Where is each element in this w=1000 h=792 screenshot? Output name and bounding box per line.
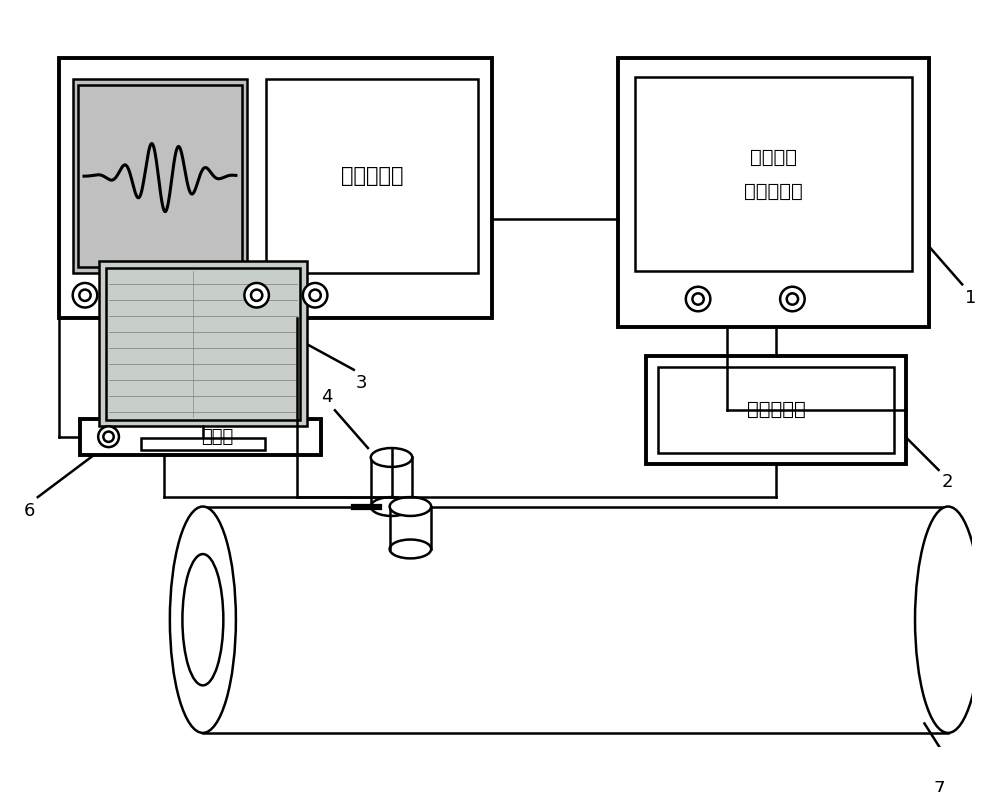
- Text: 7: 7: [934, 780, 945, 792]
- Circle shape: [780, 287, 805, 311]
- Bar: [266, 79, 478, 272]
- Ellipse shape: [371, 448, 412, 467]
- Circle shape: [787, 293, 798, 305]
- Text: 2: 2: [941, 473, 953, 491]
- Circle shape: [244, 283, 269, 307]
- Circle shape: [79, 290, 91, 301]
- Circle shape: [98, 426, 119, 447]
- Circle shape: [73, 283, 97, 307]
- Circle shape: [692, 293, 704, 305]
- Text: 5: 5: [393, 539, 405, 558]
- Circle shape: [686, 287, 710, 311]
- Circle shape: [303, 283, 327, 307]
- Bar: [141, 438, 265, 450]
- Ellipse shape: [170, 507, 236, 733]
- Circle shape: [309, 290, 321, 301]
- Circle shape: [103, 432, 114, 442]
- Bar: [59, 59, 492, 318]
- Text: 1: 1: [965, 289, 976, 307]
- Bar: [80, 419, 321, 455]
- Text: 3: 3: [356, 375, 367, 393]
- Bar: [78, 85, 242, 267]
- Bar: [73, 79, 247, 272]
- Text: 任意函数
信号发生器: 任意函数 信号发生器: [744, 147, 803, 200]
- Text: 计算机: 计算机: [201, 428, 234, 446]
- Text: 6: 6: [24, 502, 35, 520]
- Bar: [157, 282, 189, 310]
- Bar: [658, 367, 894, 453]
- Ellipse shape: [390, 497, 431, 516]
- Text: 数字示波器: 数字示波器: [341, 166, 403, 186]
- Ellipse shape: [390, 539, 431, 558]
- Ellipse shape: [182, 554, 223, 685]
- Ellipse shape: [371, 497, 412, 516]
- Bar: [99, 261, 307, 426]
- Bar: [635, 78, 912, 271]
- Text: 4: 4: [322, 387, 333, 406]
- Circle shape: [251, 290, 262, 301]
- Bar: [117, 282, 149, 310]
- Bar: [106, 268, 300, 420]
- Bar: [646, 356, 906, 464]
- Ellipse shape: [915, 507, 981, 733]
- Text: 功率放大器: 功率放大器: [747, 400, 805, 419]
- Bar: [618, 59, 929, 327]
